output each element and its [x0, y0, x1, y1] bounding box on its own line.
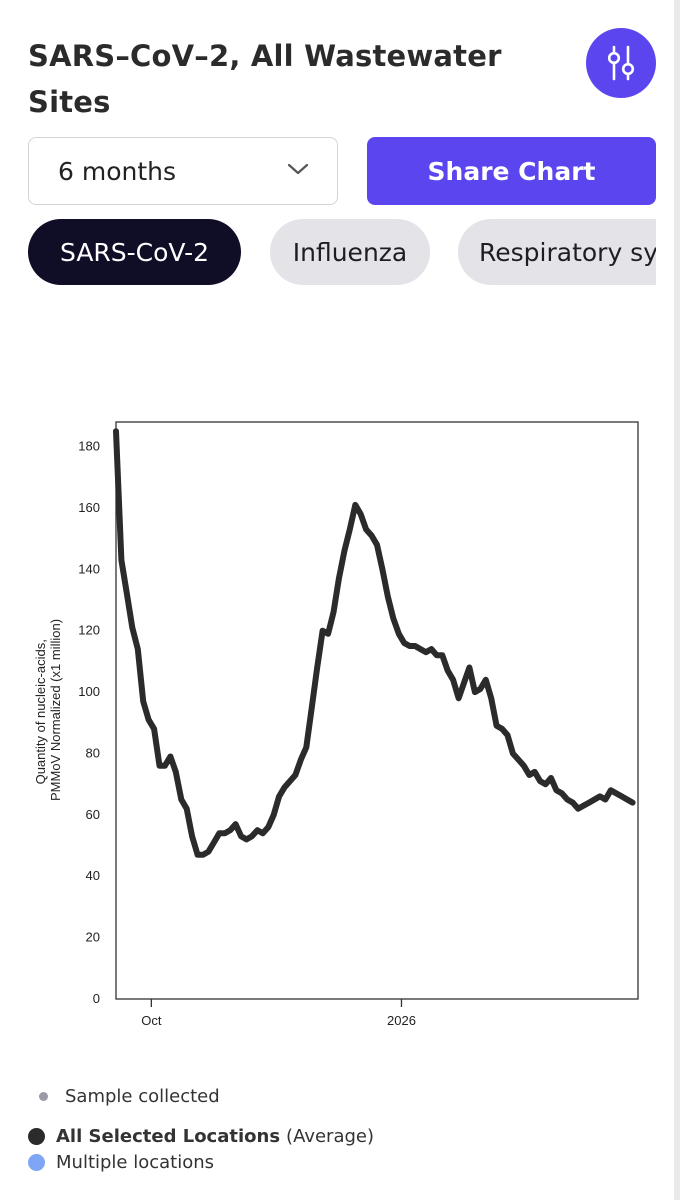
- legend-item-sample-collected: Sample collected: [28, 1086, 220, 1107]
- sliders-icon: [607, 45, 635, 81]
- multiple-locations-dot-icon: [28, 1154, 45, 1171]
- legend-suffix-average: (Average): [286, 1126, 375, 1147]
- legend-label-sample-collected: Sample collected: [65, 1086, 220, 1107]
- x-tick-label: 2026: [387, 1013, 416, 1028]
- y-axis: 0 20 40 60 80 100 120 140 160 180: [78, 439, 100, 1006]
- time-range-select[interactable]: 6 months: [28, 137, 338, 205]
- y-tick-label: 180: [78, 439, 100, 454]
- legend-label-all-selected: All Selected Locations: [56, 1126, 281, 1147]
- tab-influenza[interactable]: Influenza: [270, 219, 430, 285]
- sample-dot-icon: [39, 1092, 48, 1101]
- wastewater-line-chart: 0 20 40 60 80 100 120 140 160 180 Oct 2026 Quantit…: [33, 421, 639, 1028]
- y-tick-label: 60: [86, 807, 100, 822]
- y-tick-label: 140: [78, 561, 100, 576]
- y-tick-label: 20: [86, 930, 100, 945]
- page-title: SARS–CoV–2, All Wastewater Sites: [28, 39, 502, 119]
- plot-area: [115, 421, 639, 1000]
- legend-item-all-selected-locations: All Selected Locations (Average): [28, 1126, 374, 1147]
- y-axis-title-line-1: Quantity of nucleic-acids,: [33, 639, 48, 784]
- chart-settings-button[interactable]: [586, 28, 656, 98]
- share-chart-button[interactable]: Share Chart: [367, 137, 656, 205]
- series-dot-icon: [28, 1128, 45, 1145]
- series-line-all-selected-locations: [113, 428, 636, 858]
- scrollbar[interactable]: [674, 0, 680, 1200]
- time-range-value: 6 months: [58, 156, 177, 186]
- y-axis-title: Quantity of nucleic-acids, PMMoV Normali…: [33, 619, 63, 801]
- chevron-down-icon: [287, 163, 309, 175]
- tab-rsv[interactable]: Respiratory syncytial virus: [458, 219, 656, 285]
- y-axis-title-line-2: PMMoV Normalized (x1 million): [48, 619, 63, 801]
- y-tick-label: 100: [78, 684, 100, 699]
- legend-label-multiple-locations: Multiple locations: [56, 1152, 215, 1173]
- y-tick-label: 120: [78, 623, 100, 638]
- y-tick-label: 0: [93, 991, 100, 1006]
- x-tick-label: Oct: [141, 1013, 162, 1028]
- x-axis: Oct 2026: [141, 999, 416, 1028]
- legend-item-multiple-locations: Multiple locations: [28, 1152, 214, 1173]
- pathogen-tabs: SARS-CoV-2 Influenza Respiratory syncyti…: [28, 219, 656, 285]
- tab-sars-cov-2[interactable]: SARS-CoV-2: [28, 219, 241, 285]
- y-tick-label: 40: [86, 868, 100, 883]
- y-tick-label: 160: [78, 500, 100, 515]
- y-tick-label: 80: [86, 745, 100, 760]
